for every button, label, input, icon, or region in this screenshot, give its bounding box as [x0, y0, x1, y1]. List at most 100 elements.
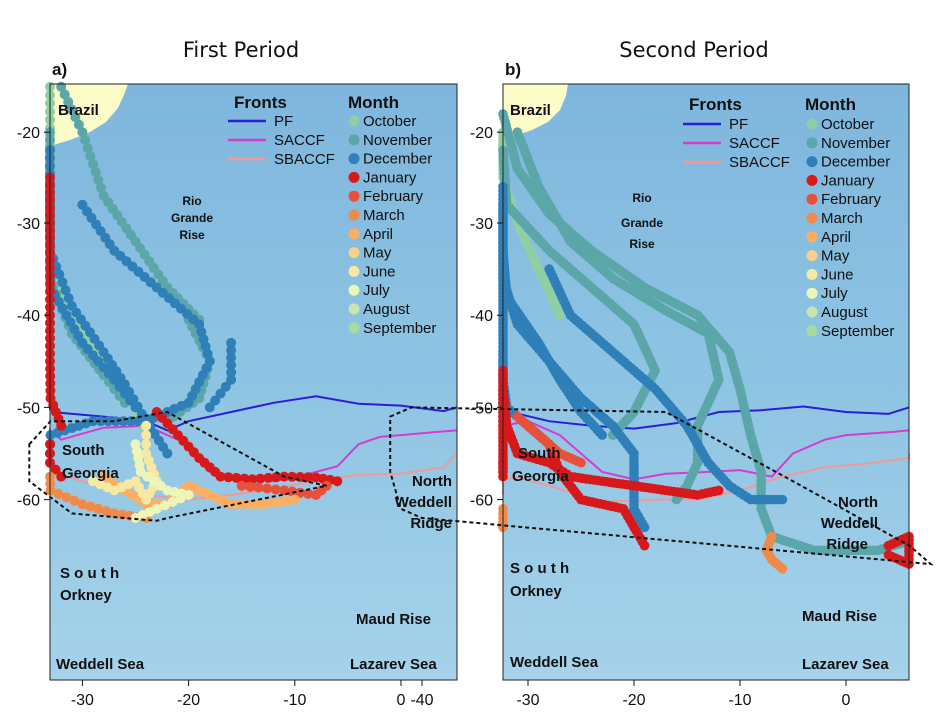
track-point: [263, 472, 274, 483]
legend-july-label: July: [821, 285, 848, 302]
track-point: [77, 127, 88, 138]
legend-october-swatch: [348, 115, 360, 127]
panel-b-axes: -40 -30 -20 -10 0 -20 -30 -40 -50 -60: [410, 125, 850, 709]
panel-a-lazarev-sea: Lazarev Sea: [350, 656, 437, 673]
track-point: [303, 488, 314, 499]
panel-a-pf-label: PF: [274, 113, 293, 130]
panel-b-maud-rise: Maud Rise: [802, 608, 877, 625]
track-point: [133, 416, 144, 427]
legend-december-label: December: [821, 154, 890, 171]
track-point: [167, 496, 178, 507]
track-point: [223, 472, 234, 483]
track-point: [77, 499, 88, 510]
track-point: [66, 104, 77, 115]
track-point: [124, 386, 135, 397]
track-point: [96, 182, 106, 193]
legend-march-swatch: [806, 212, 818, 224]
track-point: [226, 360, 237, 370]
track-point: [265, 498, 276, 509]
legend-april-label: April: [363, 226, 393, 243]
x-tick-label: -20: [177, 692, 200, 709]
panel-a-track-6-december: [45, 199, 215, 459]
panel-b-track-7-december: [544, 264, 788, 505]
panel-b-study-polygon: [389, 406, 934, 566]
track-point: [141, 439, 152, 450]
legend-april-swatch: [806, 231, 818, 243]
track-point: [117, 509, 128, 520]
track-point: [777, 564, 788, 574]
panel-b-map: Brazil Rio Grande Rise South Georgia Nor…: [389, 83, 934, 681]
panel-b-title: Second Period: [619, 38, 769, 62]
track-point: [671, 494, 682, 505]
track-point: [273, 496, 284, 507]
track-point: [262, 483, 273, 494]
legend-may-swatch: [806, 250, 818, 262]
panel-a-south-orkney-2: Orkney: [60, 587, 112, 604]
track-point: [255, 473, 266, 484]
panel-b-rio-label-3: Rise: [629, 237, 655, 251]
legend-june-swatch: [348, 265, 360, 277]
track-point: [210, 395, 221, 406]
panel-b-fronts-title: Fronts: [689, 95, 742, 114]
panel-a-saccf-label: SACCF: [274, 132, 325, 149]
track-point: [215, 471, 226, 482]
panel-a-tracks: [45, 81, 343, 523]
track-point: [60, 285, 71, 296]
y-tick-label: -20: [17, 125, 40, 142]
legend-july-swatch: [348, 284, 360, 296]
legend-february-label: February: [821, 191, 882, 208]
legend-may-swatch: [348, 247, 360, 259]
track-point: [82, 143, 93, 154]
legend-october-label: October: [363, 113, 416, 130]
x-tick-label: -30: [516, 692, 539, 709]
track-point: [639, 522, 650, 533]
x-tick-label: 0: [842, 692, 851, 709]
track-point: [73, 119, 84, 130]
track-point: [141, 430, 152, 441]
legend-february-swatch: [348, 190, 360, 202]
track-point: [56, 471, 67, 482]
track-point: [54, 269, 65, 280]
track-point: [231, 472, 242, 483]
legend-june-swatch: [806, 268, 818, 280]
legend-august-swatch: [348, 303, 360, 315]
panel-b-south-georgia-1: South: [518, 445, 561, 462]
track-point: [576, 457, 586, 468]
legend-april-swatch: [348, 228, 360, 240]
legend-may-label: May: [363, 245, 392, 262]
panel-b-south-georgia-2: Georgia: [512, 468, 569, 485]
panel-a-study-polygon: [28, 410, 327, 522]
track-point: [220, 381, 231, 392]
track-point: [226, 374, 237, 385]
panel-a-rio-label-2: Grande: [171, 211, 213, 225]
x-tick-label: -30: [71, 692, 94, 709]
track-point: [332, 476, 343, 487]
legend-march-label: March: [821, 210, 863, 227]
track-point: [777, 494, 788, 505]
track-point: [287, 486, 298, 497]
legend-february-label: February: [363, 188, 424, 205]
panel-b-track-2-november: [512, 127, 724, 505]
track-point: [253, 482, 264, 493]
track-point: [88, 476, 98, 487]
legend-july-label: July: [363, 282, 390, 299]
panel-a-rio-label-3: Rise: [179, 228, 205, 242]
panel-b-track-14-february: [512, 411, 586, 468]
track-point: [321, 480, 332, 491]
panel-a-letter: a): [52, 60, 68, 79]
panel-a-sbaccf-label: SBACCF: [274, 151, 335, 168]
panel-b-month-title: Month: [805, 95, 856, 114]
legend-february-swatch: [806, 193, 818, 205]
panel-b-brazil-land: [503, 84, 568, 140]
panel-a-south-orkney-1: S o u t h: [60, 565, 119, 582]
panel-a-maud-rise: Maud Rise: [356, 611, 431, 628]
panel-a-south-georgia-2: Georgia: [62, 465, 119, 482]
panel-b-sbaccf-label: SBACCF: [729, 154, 790, 171]
y-tick-label: -40: [470, 308, 493, 325]
track-point: [101, 506, 112, 517]
panel-a-fronts-title: Fronts: [234, 93, 287, 112]
track-point: [183, 490, 194, 500]
track-point: [245, 481, 256, 492]
